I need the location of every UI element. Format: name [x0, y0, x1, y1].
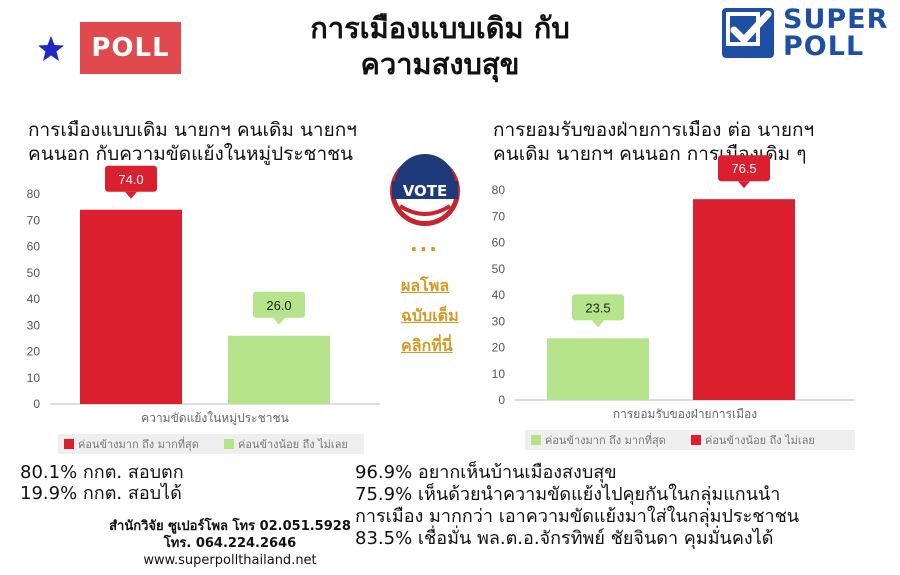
check-icon: [722, 8, 774, 58]
data-label-box: [105, 165, 157, 192]
y-tick-label: 80: [27, 187, 41, 201]
stat-right-line4: 83.5% เชื่อมั่น พล.ต.อ.จักรทิพย์ ชัยจินด…: [355, 528, 774, 549]
data-label: 76.5: [731, 161, 756, 176]
logo-text-bottom: POLL: [783, 31, 865, 62]
chart2: 0 10 20 30 40 50 60 70 80 23.5 76.5 การยอมรับของฝ่า…: [492, 155, 855, 450]
bar: [693, 199, 795, 400]
data-label: 26.0: [266, 298, 291, 313]
legend-swatch: [224, 439, 234, 449]
y-tick-label: 20: [492, 341, 506, 355]
x-category-label: การยอมรับของฝ่ายการเมือง: [613, 407, 757, 421]
legend-swatch: [64, 439, 74, 449]
legend-label: ค่อนข้างมาก ถึง มากที่สุด: [78, 436, 199, 451]
chart1-title: การเมืองแบบเดิม นายกฯ คนเดิม นายกฯ คนนอก…: [28, 118, 408, 166]
legend-label: ค่อนข้างมาก ถึง มากที่สุด: [545, 432, 666, 447]
stat-right-line3: การเมือง มากกว่า เอาความขัดแย้งมาใส่ในกล…: [355, 506, 800, 527]
stats-left: 80.1% กกต. สอบตก 19.9% กกต. สอบได้: [20, 462, 184, 504]
data-label-box: [572, 294, 624, 321]
bar: [547, 338, 649, 400]
stat-left-line1: 80.1% กกต. สอบตก: [20, 462, 184, 483]
legend-swatch: [531, 435, 541, 445]
y-tick-label: 20: [27, 345, 41, 359]
chart1: 0 10 20 30 40 50 60 70 80 74.0 26.0 ความขัดแย้งในหม…: [27, 165, 380, 454]
y-tick-label: 50: [27, 266, 41, 280]
y-tick-label: 60: [492, 236, 506, 250]
stat-right-line2: 75.9% เห็นด้วยนำความขัดแย้งไปคุยกันในกลุ…: [355, 484, 781, 505]
data-label-pointer: [738, 181, 750, 189]
data-label-box: [253, 291, 305, 318]
y-tick-label: 50: [492, 262, 506, 276]
contact-info: สำนักวิจัย ซูเปอร์โพล โทร 02.051.5928 โท…: [80, 518, 380, 569]
website-link[interactable]: www.superpollthailand.net: [143, 553, 317, 568]
y-tick-label: 10: [492, 367, 506, 381]
star-icon: [38, 36, 64, 61]
x-category-label: ความขัดแย้งในหมู่ประชาชน: [141, 411, 289, 426]
data-label: 74.0: [118, 172, 143, 187]
y-tick-label: 0: [498, 393, 505, 407]
stat-left-line2: 19.9% กกต. สอบได้: [20, 483, 182, 504]
data-label-box: [718, 155, 770, 182]
legend-box: [525, 430, 855, 450]
chart1-title-line1: การเมืองแบบเดิม นายกฯ คนเดิม นายกฯ: [28, 119, 357, 141]
data-label-pointer: [592, 320, 604, 328]
legend-box: [58, 434, 364, 454]
page-title-line1: การเมืองแบบเดิม กับ: [310, 11, 570, 45]
logo-text-top: SUPER: [783, 4, 889, 35]
y-tick-label: 30: [492, 314, 506, 328]
poll-badge: POLL: [80, 22, 181, 74]
contact-line2: โทร. 064.224.2646: [163, 536, 297, 551]
y-tick-label: 40: [27, 292, 41, 306]
data-label-pointer: [273, 317, 285, 325]
full-poll-link-line3[interactable]: คลิกที่นี่: [401, 336, 453, 355]
page-title-line2: ความสงบสุข: [360, 47, 520, 81]
vote-badge-icon: VOTE: [390, 154, 460, 226]
bar: [228, 335, 330, 404]
legend-label: ค่อนข้างน้อย ถึง ไม่เลย: [238, 438, 348, 451]
chart2-title: การยอมรับของฝ่ายการเมือง ต่อ นายกฯ คนเดิ…: [493, 118, 893, 166]
y-tick-label: 0: [33, 397, 40, 411]
y-tick-label: 10: [27, 371, 41, 385]
y-tick-label: 60: [27, 240, 41, 254]
y-tick-label: 70: [492, 209, 506, 223]
legend-swatch: [691, 435, 701, 445]
contact-line1: สำนักวิจัย ซูเปอร์โพล โทร 02.051.5928: [109, 519, 351, 534]
data-label: 23.5: [585, 300, 610, 315]
legend-label: ค่อนข้างน้อย ถึง ไม่เลย: [705, 434, 815, 447]
bar: [80, 209, 182, 404]
stats-right: 96.9% อยากเห็นบ้านเมืองสงบสุข 75.9% เห็น…: [355, 462, 890, 550]
y-tick-label: 80: [492, 183, 506, 197]
stat-right-line1: 96.9% อยากเห็นบ้านเมืองสงบสุข: [355, 462, 617, 483]
dots: ···: [410, 237, 439, 261]
y-tick-label: 70: [27, 213, 41, 227]
y-tick-label: 40: [492, 288, 506, 302]
y-tick-label: 30: [27, 318, 41, 332]
chart2-title-line1: การยอมรับของฝ่ายการเมือง ต่อ นายกฯ: [493, 119, 815, 141]
data-label-pointer: [125, 191, 137, 199]
page-title: การเมืองแบบเดิม กับ ความสงบสุข: [235, 10, 645, 82]
vote-label: VOTE: [403, 182, 448, 200]
chart1-title-line2: คนนอก กับความขัดแย้งในหมู่ประชาชน: [28, 143, 353, 165]
full-poll-link-line1[interactable]: ผลโพล: [401, 276, 450, 295]
full-poll-link-line2[interactable]: ฉบับเต็ม: [401, 306, 459, 325]
